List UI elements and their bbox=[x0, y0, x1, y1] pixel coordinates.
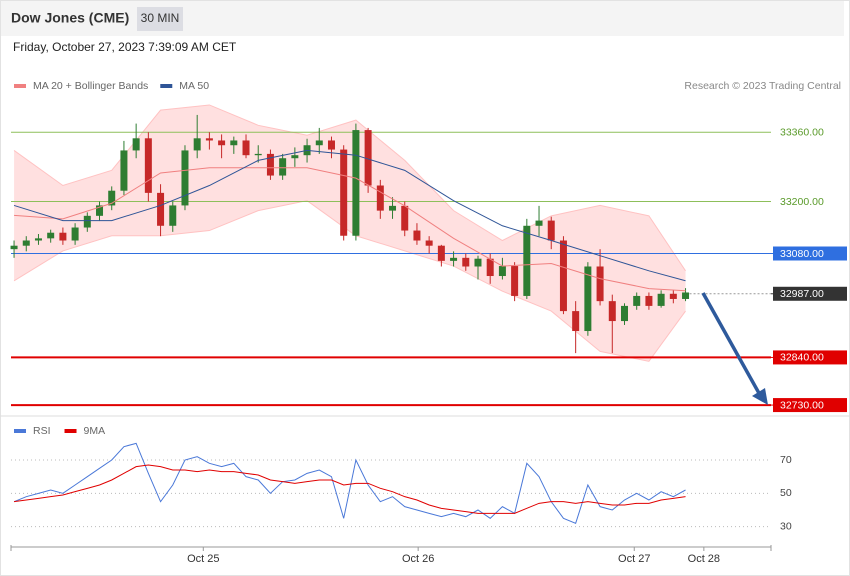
candle-body bbox=[608, 301, 616, 322]
level-badge bbox=[773, 350, 847, 365]
x-tick-label: Oct 28 bbox=[688, 553, 720, 565]
candle-body bbox=[254, 153, 262, 156]
candle-body bbox=[559, 240, 567, 312]
candle-body bbox=[327, 140, 335, 150]
level-badge bbox=[773, 398, 847, 413]
candle-body bbox=[34, 238, 42, 241]
candle-body bbox=[425, 240, 433, 246]
legend-swatch bbox=[14, 84, 26, 88]
candle-body bbox=[535, 220, 543, 226]
y-tick-label: 70 bbox=[780, 454, 792, 466]
subtitle: Friday, October 27, 2023 7:39:09 AM CET bbox=[13, 40, 237, 54]
candle-body bbox=[96, 205, 104, 216]
legend-label: MA 20 + Bollinger Bands bbox=[33, 80, 148, 92]
candle-body bbox=[71, 227, 79, 241]
level-badge bbox=[773, 286, 847, 301]
ma-line bbox=[14, 167, 686, 292]
candle-body bbox=[511, 266, 519, 296]
candle-body bbox=[584, 266, 592, 332]
candle-body bbox=[218, 140, 226, 146]
level-label: 33360.00 bbox=[780, 127, 824, 139]
candle-body bbox=[596, 266, 604, 302]
legend-label: 9MA bbox=[84, 425, 106, 437]
legend-swatch bbox=[160, 84, 173, 88]
candle-body bbox=[59, 232, 67, 241]
legend-label: RSI bbox=[33, 425, 51, 437]
candle-body bbox=[144, 138, 152, 193]
candle-body bbox=[450, 257, 458, 261]
candle-body bbox=[462, 257, 470, 267]
candle-body bbox=[291, 155, 299, 159]
candle-body bbox=[633, 295, 641, 306]
x-tick-label: Oct 26 bbox=[402, 553, 434, 565]
level-label: 32840.00 bbox=[780, 352, 824, 364]
indicator-line bbox=[13, 464, 686, 514]
candle-body bbox=[486, 258, 494, 277]
candle-body bbox=[340, 149, 348, 236]
level-label: 32987.00 bbox=[780, 288, 824, 300]
forecast-arrowhead bbox=[752, 388, 768, 405]
candle-body bbox=[230, 140, 238, 146]
candle-body bbox=[572, 311, 580, 332]
candle-body bbox=[669, 293, 677, 299]
level-label: 33200.00 bbox=[780, 196, 824, 208]
candle-body bbox=[193, 138, 201, 151]
candle-body bbox=[120, 150, 128, 191]
candle-body bbox=[389, 205, 397, 211]
candle-body bbox=[547, 220, 555, 241]
candle-body bbox=[132, 138, 140, 151]
candle-body bbox=[645, 295, 653, 306]
candle-body bbox=[315, 140, 323, 146]
chart-title: Dow Jones (CME) bbox=[11, 10, 129, 26]
candle-body bbox=[279, 158, 287, 176]
forecast-arrow bbox=[701, 292, 762, 396]
candle-body bbox=[157, 192, 165, 226]
candle-body bbox=[266, 153, 274, 176]
candle-body bbox=[437, 245, 445, 261]
bollinger-upper bbox=[13, 104, 686, 272]
legend-swatch bbox=[14, 429, 26, 433]
level-label: 32730.00 bbox=[780, 399, 824, 411]
ma-line bbox=[13, 149, 686, 282]
candle-body bbox=[205, 138, 213, 141]
level-label: 33080.00 bbox=[780, 248, 824, 260]
candle-body bbox=[83, 215, 91, 228]
credit: Research © 2023 Trading Central bbox=[684, 80, 841, 92]
candle-body bbox=[169, 205, 177, 226]
legend-label: MA 50 bbox=[179, 80, 209, 92]
indicator-line bbox=[13, 442, 686, 525]
y-tick-label: 50 bbox=[780, 487, 792, 499]
level-badge bbox=[773, 246, 847, 261]
candle-body bbox=[242, 140, 250, 156]
x-tick-label: Oct 27 bbox=[618, 553, 650, 565]
candle-body bbox=[181, 150, 189, 206]
candle-body bbox=[657, 293, 665, 306]
candle-body bbox=[523, 225, 531, 296]
candle-body bbox=[376, 185, 384, 211]
candle-body bbox=[10, 245, 18, 250]
candle-body bbox=[413, 230, 421, 241]
x-tick-label: Oct 25 bbox=[187, 553, 219, 565]
candle-body bbox=[474, 258, 482, 267]
interval[interactable]: 30 MIN bbox=[141, 11, 180, 25]
interval-badge[interactable] bbox=[137, 7, 183, 31]
candle-body bbox=[620, 305, 628, 322]
candle-body bbox=[108, 190, 116, 206]
candle-body bbox=[498, 266, 506, 277]
candle-body bbox=[364, 130, 372, 186]
y-tick-label: 30 bbox=[780, 520, 792, 532]
candle-body bbox=[682, 292, 690, 299]
candle-body bbox=[22, 240, 30, 246]
candle-body bbox=[401, 205, 409, 231]
candle-body bbox=[352, 130, 360, 236]
candle-body bbox=[47, 232, 55, 239]
legend-swatch bbox=[64, 429, 77, 433]
